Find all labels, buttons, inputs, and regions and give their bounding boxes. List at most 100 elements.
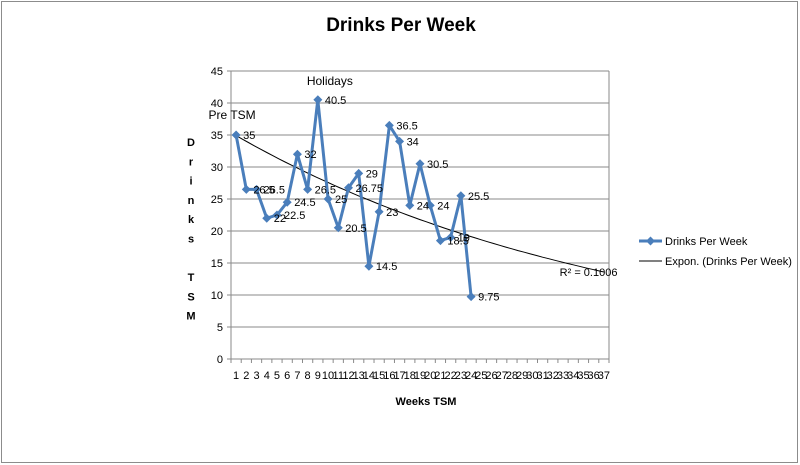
data-label: 24.5	[294, 197, 315, 209]
y-tick-label: 45	[211, 66, 223, 78]
x-tick-label: 19	[414, 370, 426, 382]
trendline-path	[235, 135, 605, 273]
data-point-marker	[435, 236, 445, 246]
annotation-holidays: Holidays	[307, 74, 353, 88]
y-tick-label: 35	[211, 130, 223, 142]
data-label: 29	[366, 168, 378, 180]
data-point-marker	[303, 184, 313, 194]
x-tick-label: 21	[434, 370, 446, 382]
annotation-pre-tsm: Pre TSM	[209, 108, 256, 122]
data-label: 26.5	[253, 184, 274, 196]
axes	[230, 71, 610, 363]
data-point-marker	[333, 223, 343, 233]
data-point-marker	[313, 95, 323, 105]
y-tick-label: 5	[217, 322, 223, 334]
x-tick-label: 11	[333, 370, 344, 382]
data-label: 24	[437, 200, 449, 212]
y-tick-label: 0	[217, 354, 223, 366]
y-axis-label-letter: n	[188, 195, 195, 207]
data-point-marker	[456, 191, 466, 201]
y-tick-labels: 0 5 10 15 20 25 30 35 40 45	[211, 66, 223, 366]
x-tick-label: 31	[536, 370, 548, 382]
legend-series-marker	[646, 236, 655, 246]
data-label: 35	[243, 130, 255, 142]
data-point-marker	[354, 168, 364, 178]
x-tick-label: 22	[445, 370, 457, 382]
data-point-marker	[405, 200, 415, 210]
x-tick-label: 14	[363, 370, 375, 382]
data-point-marker	[262, 213, 272, 223]
data-label: 9.75	[478, 292, 499, 304]
y-axis-label-letter: M	[186, 311, 195, 323]
data-label: 22.5	[284, 210, 305, 222]
data-label: 25.5	[468, 191, 489, 203]
y-tick-label: 10	[211, 290, 223, 302]
x-tick-label: 35	[577, 370, 589, 382]
data-point-marker	[415, 159, 425, 169]
x-tick-label: 2	[243, 370, 249, 382]
data-point-marker	[425, 200, 435, 210]
x-axis-label: Weeks TSM	[396, 396, 457, 408]
x-tick-label: 13	[353, 370, 365, 382]
data-label: 30.5	[427, 159, 448, 171]
y-tick-label: 25	[211, 194, 223, 206]
x-tick-label: 16	[383, 370, 395, 382]
x-tick-label: 15	[373, 370, 385, 382]
legend: Drinks Per Week Expon. (Drinks Per Week)	[639, 236, 792, 268]
data-label: 25	[335, 194, 347, 206]
data-labels: 3526.526.52222.524.53226.540.52520.526.7…	[243, 95, 499, 304]
legend-series-label: Drinks Per Week	[665, 236, 748, 248]
y-axis-label-letter: S	[187, 291, 194, 303]
data-label: 24	[417, 200, 429, 212]
y-axis-label-letter: r	[189, 156, 194, 168]
y-tick-label: 15	[211, 258, 223, 270]
data-point-marker	[466, 292, 476, 302]
x-tick-label: 17	[393, 370, 405, 382]
x-tick-label: 33	[557, 370, 569, 382]
y-tick-label: 40	[211, 98, 223, 110]
x-tick-label: 4	[264, 370, 270, 382]
x-tick-label: 8	[305, 370, 311, 382]
x-tick-label: 9	[315, 370, 321, 382]
y-axis-label-letter: i	[189, 176, 192, 188]
data-label: 14.5	[376, 261, 397, 273]
data-label: 23	[386, 207, 398, 219]
data-label: 26.5	[315, 184, 336, 196]
trendline: R² = 0.1006	[235, 135, 618, 279]
data-label: 40.5	[325, 95, 346, 107]
data-point-marker	[384, 120, 394, 130]
y-tick-label: 20	[211, 226, 223, 238]
data-series	[231, 95, 476, 302]
data-point-marker	[282, 197, 292, 207]
x-tick-label: 25	[475, 370, 487, 382]
x-tick-label: 12	[342, 370, 354, 382]
data-point-marker	[241, 184, 251, 194]
x-tick-label: 1	[233, 370, 239, 382]
data-label: 26.75	[355, 183, 383, 195]
r-squared-label: R² = 0.1006	[560, 267, 618, 279]
data-label: 20.5	[345, 223, 366, 235]
data-point-marker	[252, 184, 262, 194]
x-tick-label: 7	[294, 370, 300, 382]
x-tick-label: 27	[496, 370, 508, 382]
x-tick-label: 32	[547, 370, 559, 382]
x-tick-label: 29	[516, 370, 528, 382]
data-label: 34	[407, 136, 419, 148]
data-point-marker	[323, 194, 333, 204]
x-tick-label: 10	[322, 370, 334, 382]
y-axis-label-letter: k	[188, 214, 195, 226]
x-tick-label: 6	[284, 370, 290, 382]
x-tick-label: 30	[526, 370, 538, 382]
x-tick-label: 26	[485, 370, 497, 382]
data-label: 36.5	[396, 120, 417, 132]
x-tick-label: 28	[506, 370, 518, 382]
chart-title: Drinks Per Week	[326, 15, 476, 36]
data-label: 22	[274, 213, 286, 225]
x-tick-label: 37	[598, 370, 610, 382]
data-label: 32	[304, 149, 316, 161]
x-tick-label: 3	[253, 370, 259, 382]
x-tick-label: 20	[424, 370, 436, 382]
data-point-marker	[395, 136, 405, 146]
